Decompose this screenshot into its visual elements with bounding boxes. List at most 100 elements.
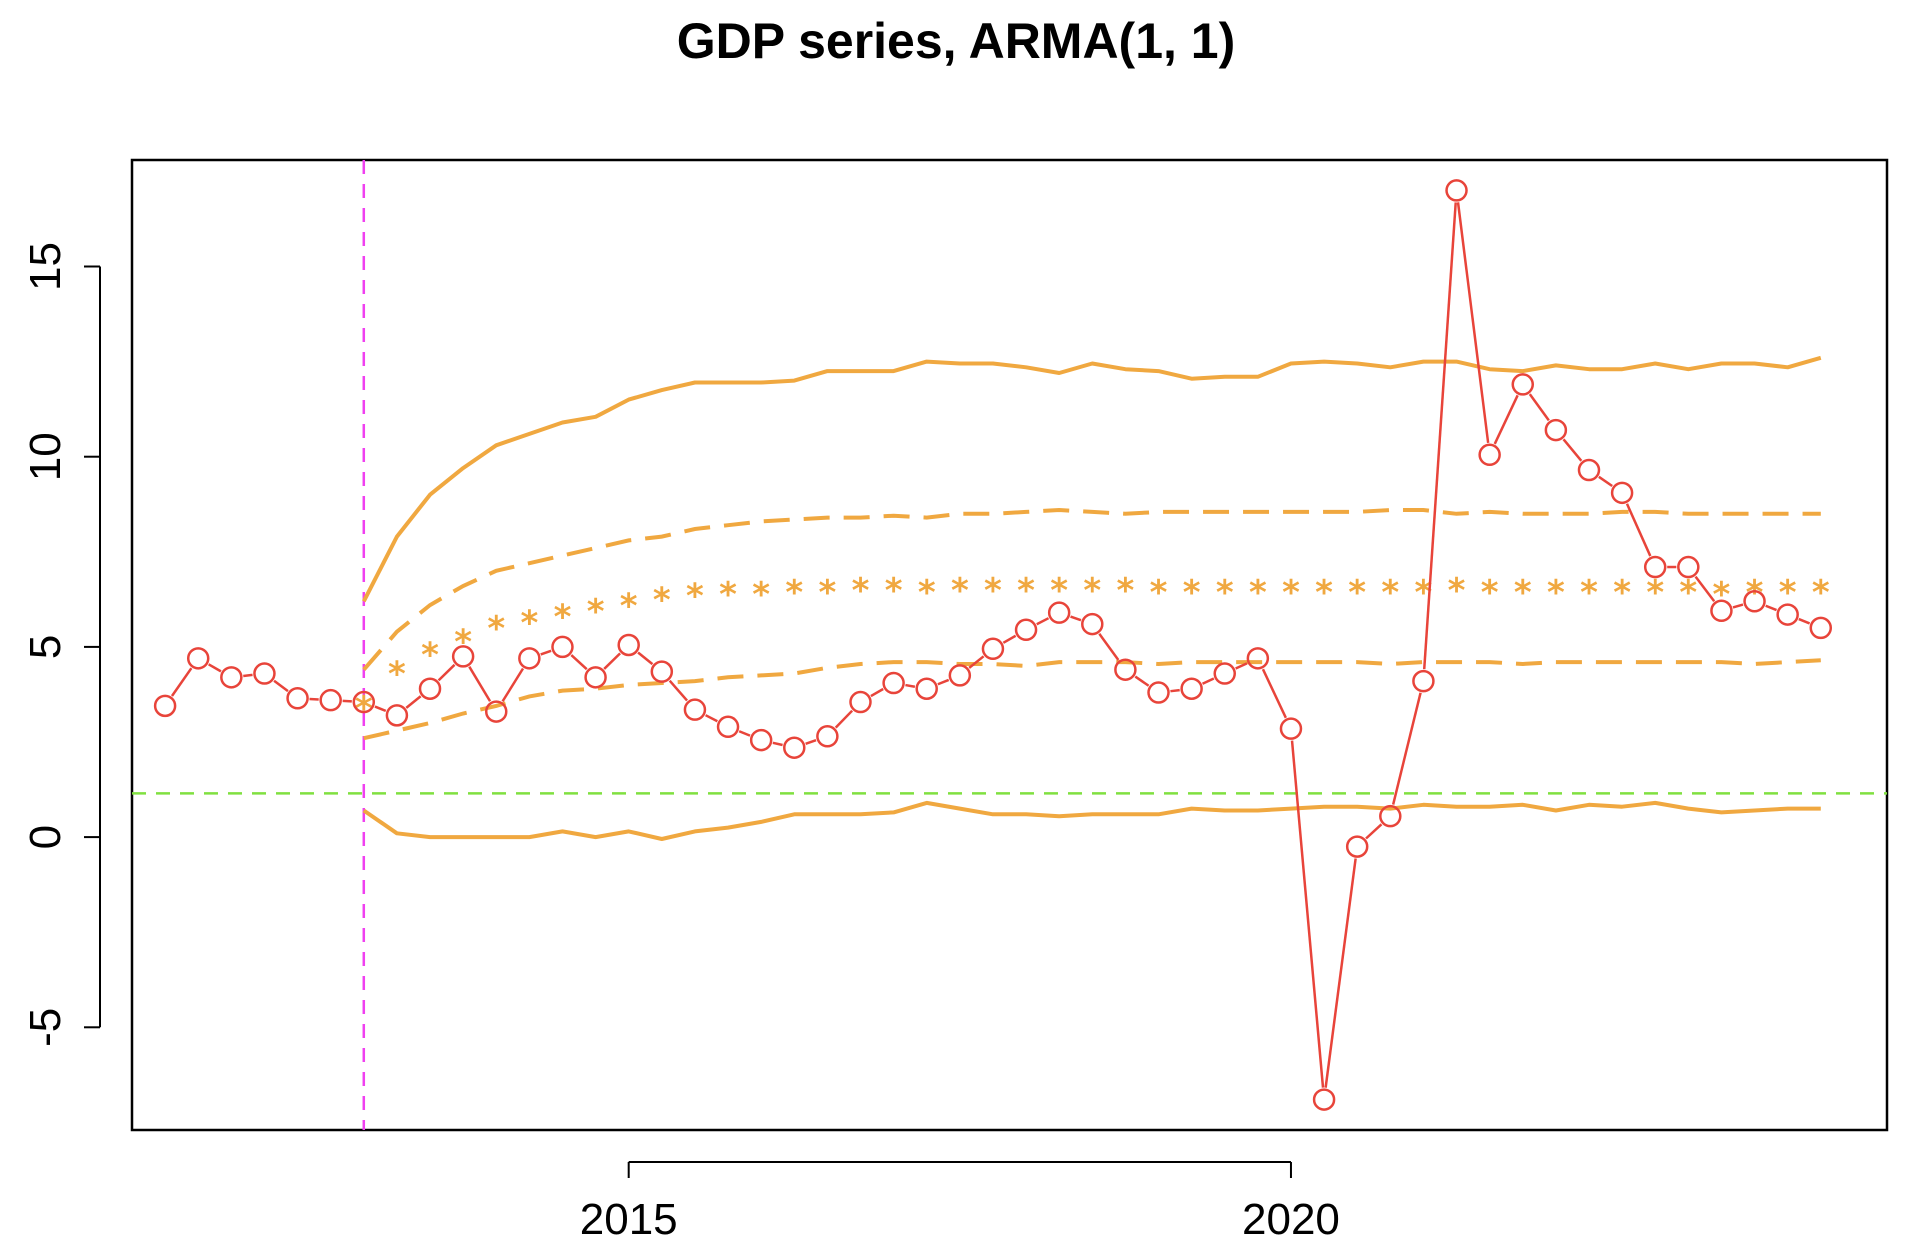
observed-point <box>1014 618 1038 642</box>
observed-line-segment <box>905 683 916 688</box>
observed-point <box>1412 669 1435 693</box>
observed-point <box>1610 481 1634 505</box>
x-axis: 2015 2020 <box>580 1161 1340 1244</box>
forecast-point-marker: * <box>951 571 969 611</box>
forecast-point-marker: * <box>686 577 704 617</box>
forecast-point-marker: * <box>1514 573 1532 613</box>
forecast-point-marker: * <box>1017 571 1035 611</box>
observed-point <box>849 690 872 714</box>
observed-line-segment <box>1170 688 1180 693</box>
observed-line-segment <box>1365 823 1383 840</box>
observed-line-segment <box>1290 740 1325 1088</box>
series-forecast-lower-inner <box>363 658 1821 741</box>
series-forecast-lower-outer <box>362 800 1821 841</box>
observed-line-segment <box>342 699 352 703</box>
observed-line-segment <box>1625 503 1652 557</box>
forecast-point-marker: * <box>1713 575 1731 615</box>
forecast-point-marker: * <box>1083 571 1101 611</box>
observed-point <box>1114 658 1137 681</box>
observed-line-segment <box>968 655 985 669</box>
observed-line-segment <box>1098 633 1120 661</box>
series-forecast-upper-outer <box>362 355 1822 603</box>
series-observed <box>153 179 1833 1111</box>
observed-point <box>451 645 475 668</box>
forecast-point-marker: * <box>355 689 373 729</box>
observed-point <box>1312 1088 1336 1111</box>
observed-line-segment <box>309 697 319 701</box>
observed-point <box>484 700 508 723</box>
observed-line-segment <box>1694 575 1716 602</box>
observed-point <box>882 671 905 695</box>
observed-point <box>186 647 210 670</box>
plot-frame <box>130 158 1889 1132</box>
observed-point <box>716 715 740 739</box>
observed-point <box>1345 835 1369 858</box>
forecast-point-marker: * <box>1183 573 1201 613</box>
observed-point <box>1677 555 1700 579</box>
observed-point <box>1478 443 1501 467</box>
observed-line-segment <box>805 739 817 745</box>
forecast-point-marker: * <box>487 609 505 649</box>
forecast-point-marker: * <box>1580 573 1598 613</box>
observed-point <box>286 687 309 710</box>
observed-point <box>584 666 607 689</box>
forecast-point-marker: * <box>885 571 903 611</box>
observed-point <box>617 633 640 657</box>
observed-point <box>1809 616 1833 640</box>
forecast-point-marker: * <box>1613 573 1631 613</box>
observed-line-segment <box>1070 615 1082 622</box>
forecast-point-marker: * <box>620 586 638 626</box>
observed-point <box>981 637 1005 661</box>
forecast-point-marker: * <box>1216 573 1234 613</box>
forecast-point-marker: * <box>454 622 472 662</box>
observed-point <box>948 664 972 687</box>
observed-point <box>1147 681 1170 704</box>
observed-line-segment <box>374 705 387 713</box>
forecast-point-marker: * <box>852 571 870 611</box>
observed-point <box>418 677 442 700</box>
forecast-point-marker: * <box>388 655 406 695</box>
observed-point <box>1710 599 1733 623</box>
forecast-point-marker: * <box>1679 573 1697 613</box>
observed-line-segment <box>437 663 456 682</box>
forecast-point-marker: * <box>1117 571 1135 611</box>
observed-line-segment <box>1134 675 1150 687</box>
observed-point <box>1279 717 1303 740</box>
observed-point <box>220 666 243 689</box>
y-tick-label: -5 <box>21 1008 70 1047</box>
observed-point <box>1246 647 1270 670</box>
observed-point <box>1081 612 1104 636</box>
observed-point <box>816 725 839 748</box>
observed-point <box>1213 662 1236 685</box>
observed-line-segment <box>501 667 525 703</box>
forecast-point-marker: * <box>918 573 936 613</box>
forecast-point-marker: * <box>1282 573 1300 613</box>
observed-point <box>683 698 707 721</box>
observed-point <box>352 690 376 714</box>
forecast-point-marker: * <box>1150 573 1168 613</box>
observed-line-segment <box>1493 394 1519 445</box>
observed-point <box>1511 373 1535 396</box>
observed-point <box>1445 179 1468 202</box>
forecast-point-marker: * <box>1812 573 1830 613</box>
forecast-point-marker: * <box>587 592 605 632</box>
observed-point <box>1577 458 1601 482</box>
observed-point <box>551 635 574 659</box>
observed-line-segment <box>705 714 718 723</box>
forecast-point-marker: * <box>818 573 836 613</box>
forecast-point-marker: * <box>1547 573 1565 613</box>
observed-point <box>1047 601 1071 624</box>
observed-line-segment <box>540 649 552 656</box>
observed-line-segment <box>1036 617 1050 626</box>
observed-line-segment <box>637 651 654 666</box>
observed-line-segment <box>1732 603 1744 609</box>
forecast-point-marker: * <box>520 603 538 643</box>
series-forecast-point: * * * * * * * * * * * * * * * * * * * * * * * * * * * * * * * * * * * * * * * *… <box>355 571 1830 729</box>
observed-line-segment <box>1422 202 1457 670</box>
observed-point <box>385 704 409 727</box>
observed-point <box>253 662 276 685</box>
forecast-point-marker: * <box>1348 573 1366 613</box>
chart-title: GDP series, ARMA(1, 1) <box>677 13 1236 69</box>
observed-line-segment <box>603 652 621 670</box>
